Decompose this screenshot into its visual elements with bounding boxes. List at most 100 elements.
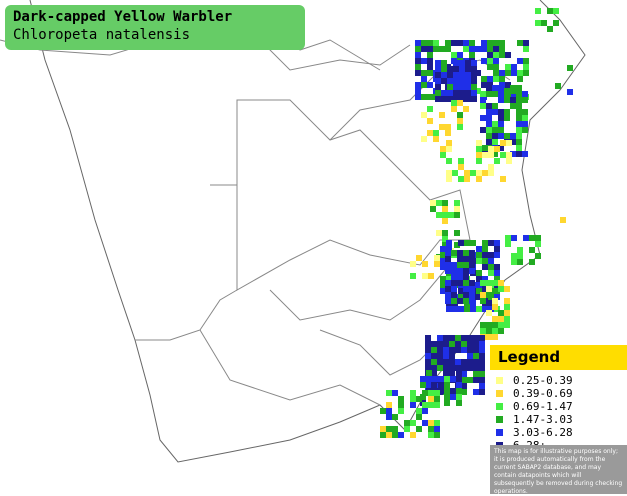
grid-cell: [415, 94, 421, 100]
grid-cell: [404, 426, 410, 432]
grid-cell: [480, 298, 486, 304]
legend-item: 0.39-0.69: [496, 387, 627, 400]
grid-cell: [449, 365, 455, 371]
grid-cell: [422, 261, 428, 267]
subtitle: Chloropeta natalensis: [13, 27, 191, 43]
grid-cell: [487, 52, 493, 58]
grid-cell: [425, 383, 431, 389]
legend-swatch: [496, 390, 503, 397]
grid-cell: [498, 97, 504, 103]
grid-cell: [499, 70, 505, 76]
grid-cell: [493, 76, 499, 82]
grid-cell: [463, 46, 469, 52]
grid-cell: [479, 371, 485, 377]
grid-cell: [443, 371, 449, 377]
grid-cell: [471, 96, 477, 102]
grid-cell: [451, 250, 457, 256]
grid-cell: [469, 46, 475, 52]
grid-cell: [522, 97, 528, 103]
grid-cell: [459, 78, 465, 84]
grid-cell: [470, 170, 476, 176]
grid-cell: [433, 130, 439, 136]
grid-cell: [488, 152, 494, 158]
grid-cell: [465, 78, 471, 84]
grid-cell: [422, 390, 428, 396]
grid-cell: [517, 40, 523, 46]
grid-cell: [428, 426, 434, 432]
grid-cell: [505, 235, 511, 241]
grid-cell: [516, 91, 522, 97]
grid-cell: [480, 97, 486, 103]
grid-cell: [499, 40, 505, 46]
grid-cell: [488, 170, 494, 176]
grid-cell: [410, 420, 416, 426]
grid-cell: [482, 288, 488, 294]
grid-cell: [461, 371, 467, 377]
grid-cell: [451, 262, 457, 268]
grid-cell: [479, 341, 485, 347]
grid-cell: [486, 322, 492, 328]
grid-cell: [555, 83, 561, 89]
grid-cell: [488, 264, 494, 270]
grid-cell: [450, 388, 456, 394]
grid-cell: [425, 359, 431, 365]
grid-cell: [516, 145, 522, 151]
grid-cell: [456, 382, 462, 388]
grid-cell: [440, 288, 446, 294]
grid-cell: [435, 90, 441, 96]
grid-cell: [517, 253, 523, 259]
grid-cell: [476, 158, 482, 164]
grid-cell: [516, 133, 522, 139]
grid-cell: [430, 206, 436, 212]
grid-cell: [422, 402, 428, 408]
grid-cell: [410, 273, 416, 279]
grid-cell: [486, 310, 492, 316]
grid-cell: [476, 282, 482, 288]
grid-cell: [488, 300, 494, 306]
grid-cell: [486, 292, 492, 298]
grid-cell: [476, 152, 482, 158]
grid-cell: [463, 250, 469, 256]
grid-cell: [541, 20, 547, 26]
grid-cell: [415, 46, 421, 52]
grid-cell: [445, 40, 451, 46]
grid-cell: [510, 97, 516, 103]
grid-cell: [459, 66, 465, 72]
grid-cell: [517, 58, 523, 64]
grid-cell: [482, 170, 488, 176]
grid-cell: [488, 252, 494, 258]
grid-cell: [498, 109, 504, 115]
grid-cell: [488, 146, 494, 152]
grid-cell: [511, 253, 517, 259]
legend-item: 0.69-1.47: [496, 400, 627, 413]
grid-cell: [461, 365, 467, 371]
grid-cell: [465, 60, 471, 66]
grid-cell: [443, 347, 449, 353]
grid-cell: [457, 118, 463, 124]
grid-cell: [487, 58, 493, 64]
grid-cell: [471, 90, 477, 96]
grid-cell: [392, 426, 398, 432]
grid-cell: [457, 268, 463, 274]
grid-cell: [498, 91, 504, 97]
grid-cell: [433, 46, 439, 52]
grid-cell: [380, 408, 386, 414]
grid-cell: [455, 335, 461, 341]
grid-cell: [523, 235, 529, 241]
grid-cell: [431, 365, 437, 371]
grid-cell: [486, 280, 492, 286]
grid-cell: [480, 322, 486, 328]
grid-cell: [473, 341, 479, 347]
grid-cell: [392, 414, 398, 420]
grid-cell: [504, 133, 510, 139]
grid-cell: [529, 247, 535, 253]
grid-cell: [473, 371, 479, 377]
grid-cell: [421, 40, 427, 46]
grid-cell: [467, 377, 473, 383]
grid-cell: [469, 292, 475, 298]
grid-cell: [410, 396, 416, 402]
grid-cell: [457, 298, 463, 304]
grid-cell: [481, 40, 487, 46]
grid-cell: [428, 273, 434, 279]
grid-cell: [443, 335, 449, 341]
